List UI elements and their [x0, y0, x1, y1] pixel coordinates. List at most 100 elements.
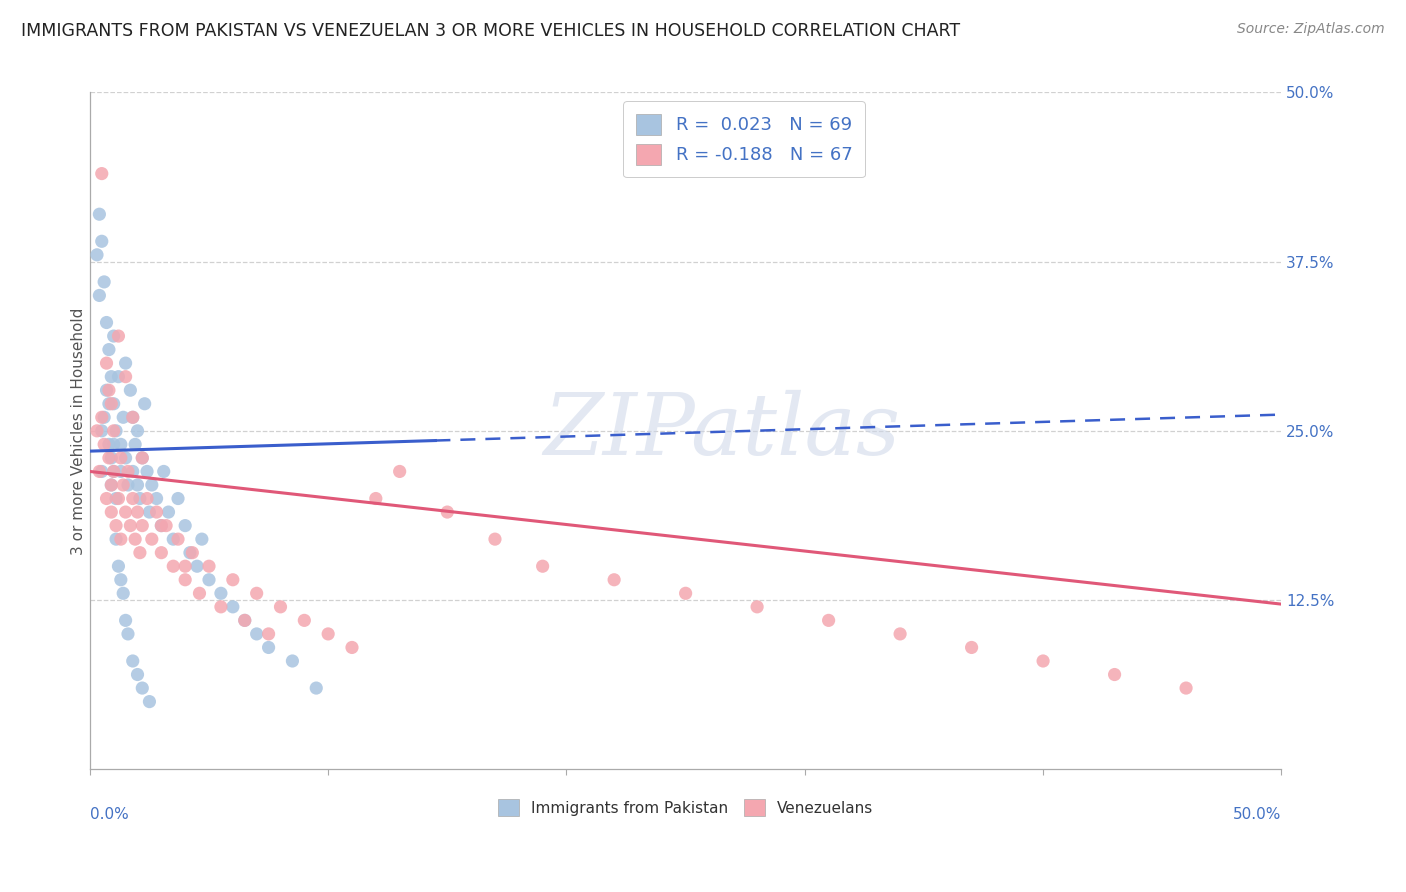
Point	[103, 329, 125, 343]
Point	[96, 316, 118, 330]
Point	[100, 478, 122, 492]
Point	[233, 613, 256, 627]
Point	[484, 532, 506, 546]
Point	[340, 640, 363, 655]
Point	[145, 505, 167, 519]
Point	[305, 681, 328, 695]
Point	[120, 383, 142, 397]
Point	[246, 586, 269, 600]
Point	[120, 518, 142, 533]
Point	[150, 546, 173, 560]
Point	[603, 573, 626, 587]
Point	[136, 465, 159, 479]
Point	[114, 369, 136, 384]
Point	[97, 383, 120, 397]
Point	[141, 478, 163, 492]
Point	[93, 410, 115, 425]
Point	[103, 397, 125, 411]
Legend: Immigrants from Pakistan, Venezuelans: Immigrants from Pakistan, Venezuelans	[492, 793, 880, 822]
Point	[157, 505, 180, 519]
Point	[90, 410, 112, 425]
Point	[86, 424, 108, 438]
Point	[114, 450, 136, 465]
Point	[150, 518, 173, 533]
Point	[127, 505, 149, 519]
Point	[1104, 667, 1126, 681]
Point	[131, 681, 153, 695]
Point	[110, 465, 132, 479]
Text: IMMIGRANTS FROM PAKISTAN VS VENEZUELAN 3 OR MORE VEHICLES IN HOUSEHOLD CORRELATI: IMMIGRANTS FROM PAKISTAN VS VENEZUELAN 3…	[21, 22, 960, 40]
Point	[124, 437, 146, 451]
Point	[97, 343, 120, 357]
Point	[121, 491, 143, 506]
Point	[121, 465, 143, 479]
Point	[152, 465, 174, 479]
Point	[745, 599, 768, 614]
Point	[90, 465, 112, 479]
Point	[90, 235, 112, 249]
Point	[257, 640, 280, 655]
Point	[531, 559, 554, 574]
Point	[121, 410, 143, 425]
Point	[889, 627, 911, 641]
Point	[103, 437, 125, 451]
Point	[155, 518, 177, 533]
Point	[141, 532, 163, 546]
Point	[162, 532, 184, 546]
Point	[134, 397, 156, 411]
Point	[105, 491, 128, 506]
Point	[128, 546, 150, 560]
Text: 50.0%: 50.0%	[1233, 806, 1281, 822]
Point	[1032, 654, 1054, 668]
Point	[209, 586, 232, 600]
Point	[103, 465, 125, 479]
Point	[198, 573, 221, 587]
Point	[100, 397, 122, 411]
Point	[179, 546, 201, 560]
Point	[107, 559, 129, 574]
Point	[222, 573, 245, 587]
Point	[110, 573, 132, 587]
Point	[150, 518, 173, 533]
Point	[124, 532, 146, 546]
Point	[100, 478, 122, 492]
Point	[127, 424, 149, 438]
Point	[90, 167, 112, 181]
Point	[110, 437, 132, 451]
Point	[131, 450, 153, 465]
Point	[93, 275, 115, 289]
Point	[112, 410, 135, 425]
Point	[186, 559, 208, 574]
Point	[97, 397, 120, 411]
Text: Source: ZipAtlas.com: Source: ZipAtlas.com	[1237, 22, 1385, 37]
Point	[167, 532, 190, 546]
Point	[388, 465, 411, 479]
Point	[114, 505, 136, 519]
Point	[121, 410, 143, 425]
Point	[145, 491, 167, 506]
Point	[281, 654, 304, 668]
Point	[100, 369, 122, 384]
Point	[209, 599, 232, 614]
Point	[97, 437, 120, 451]
Point	[96, 491, 118, 506]
Point	[103, 424, 125, 438]
Text: ZIPatlas: ZIPatlas	[543, 390, 900, 472]
Point	[136, 491, 159, 506]
Point	[181, 546, 204, 560]
Point	[93, 437, 115, 451]
Point	[89, 207, 111, 221]
Point	[128, 491, 150, 506]
Point	[675, 586, 697, 600]
Point	[316, 627, 339, 641]
Point	[105, 424, 128, 438]
Point	[107, 329, 129, 343]
Point	[100, 505, 122, 519]
Point	[191, 532, 214, 546]
Point	[222, 599, 245, 614]
Point	[270, 599, 292, 614]
Point	[174, 573, 197, 587]
Point	[96, 356, 118, 370]
Point	[188, 586, 211, 600]
Point	[436, 505, 458, 519]
